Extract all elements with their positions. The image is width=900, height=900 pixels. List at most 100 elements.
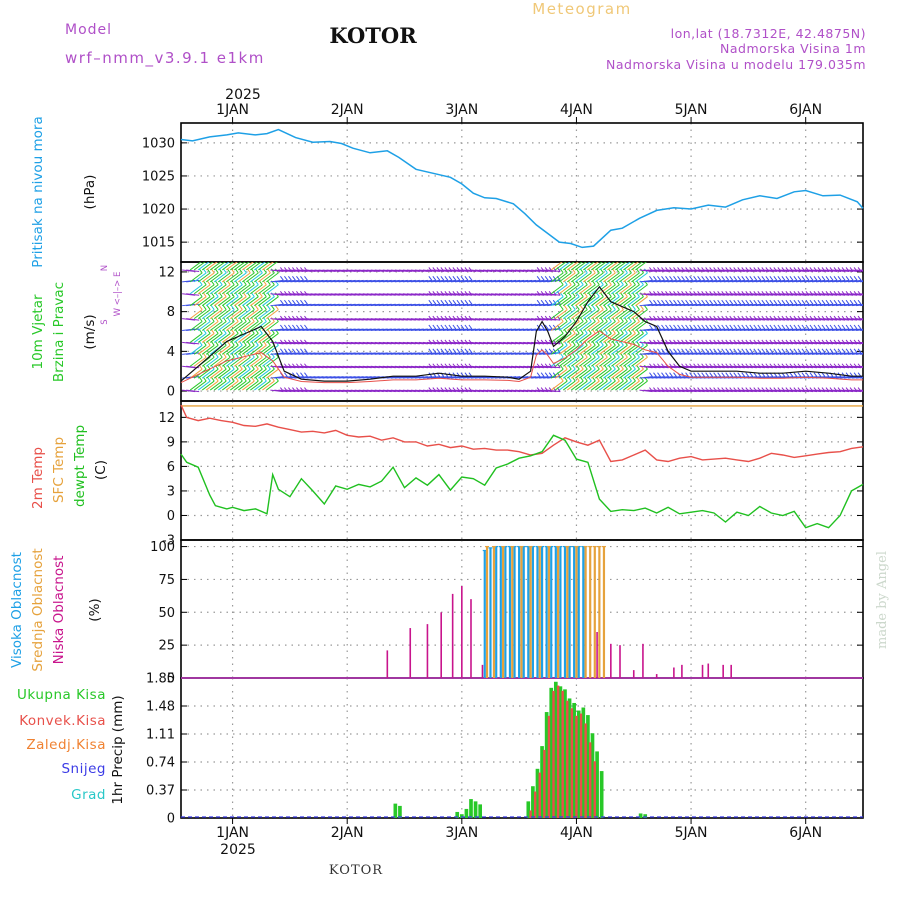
- wind-barb: [217, 262, 230, 271]
- wind-barb: [205, 321, 219, 331]
- wind-barb-flag: [809, 276, 814, 281]
- wind-barb-flag: [713, 324, 718, 330]
- wind-barb-flag: [628, 305, 632, 310]
- wind-barb: [250, 344, 263, 355]
- wind-barb-flag: [584, 257, 587, 261]
- wind-barb-flag: [665, 324, 669, 330]
- wind-barb-flag: [841, 348, 846, 354]
- precip-total-bar: [563, 689, 567, 818]
- wind-barb: [591, 309, 604, 319]
- wind-barb: [246, 368, 259, 379]
- wind-barb-flag: [583, 352, 588, 358]
- wind-barb-flag: [781, 348, 786, 354]
- precip-total-bar: [469, 799, 473, 818]
- wind-barb-flag: [587, 317, 592, 322]
- wind-barb-flag: [624, 317, 628, 322]
- wind-barb-flag: [853, 324, 858, 330]
- wind-ylabel-2: Brzina i Pravac: [51, 282, 67, 382]
- wind-barb-flag: [607, 292, 612, 297]
- wind-barb-flag: [579, 364, 584, 370]
- wind-barb-flag: [266, 292, 271, 297]
- wind-barb-flag: [210, 317, 215, 322]
- y-tick-label: 75: [158, 573, 175, 588]
- precip-ylabel: Ukupna Kisa Konvek.Kisa Zaledj.Kisa Snij…: [17, 687, 126, 805]
- wind-barbs: [182, 257, 863, 393]
- wind-barb-flag: [713, 348, 718, 354]
- wind-barb-flag: [753, 324, 758, 330]
- wind-barb: [570, 333, 584, 343]
- wind-barb-flag: [258, 280, 263, 286]
- wind-barb-flag: [805, 299, 810, 305]
- wind-barb: [189, 344, 203, 355]
- precip-conv-bar: [543, 749, 546, 818]
- wind-barb: [225, 262, 238, 271]
- wind-barb: [254, 296, 267, 307]
- wind-barb: [254, 284, 267, 295]
- wind-barb: [221, 262, 234, 271]
- wind-ylabel-1: 10m Vjetar: [30, 294, 46, 369]
- wind-barb-flag: [837, 324, 842, 330]
- wind-barb: [623, 284, 636, 295]
- x-tick-label-top: 6JAN: [789, 102, 822, 118]
- wind-barb: [615, 344, 628, 355]
- wind-barb: [197, 309, 211, 319]
- wind-barb: [627, 321, 640, 331]
- wind-barb-flag: [262, 305, 267, 310]
- wind-barb-flag: [612, 257, 615, 261]
- wind-barb-flag: [632, 329, 636, 334]
- pressure-line: [180, 128, 864, 249]
- wind-barb: [189, 262, 202, 271]
- wind-barb-flag: [300, 348, 304, 354]
- wind-barb-flag: [270, 292, 275, 297]
- wind-barb: [619, 321, 632, 331]
- wind-barb: [186, 279, 200, 283]
- wind-barb-flag: [206, 292, 211, 297]
- wind-barb: [229, 380, 243, 391]
- wind-barb: [233, 368, 247, 379]
- wind-barb-flag: [632, 364, 636, 370]
- wind-barb-flag: [701, 299, 706, 305]
- wind-barb: [554, 309, 568, 319]
- wind-barb-flag: [677, 348, 681, 354]
- wind-barb-flag: [567, 376, 572, 382]
- wind-barb-flag: [761, 299, 766, 305]
- wind-barb-flag: [741, 372, 746, 377]
- wind-barb-flag: [242, 292, 247, 297]
- wind-barb-flag: [595, 317, 600, 322]
- y-tick-label: 6: [167, 460, 175, 475]
- wind-barb: [258, 356, 271, 367]
- wind-barb-flag: [599, 376, 604, 382]
- wind-barb: [627, 344, 640, 355]
- precip-conv-bar: [552, 690, 555, 818]
- wind-barb: [550, 284, 564, 295]
- wind-barb: [562, 380, 576, 391]
- panel-precip: 0 0.37 0.74 1.11 1.48 1.85: [146, 672, 864, 827]
- wind-barb-flag: [789, 348, 794, 354]
- wind-barb-flag: [242, 268, 247, 274]
- wind-barb-flag: [733, 324, 738, 330]
- wind-barb-flag: [599, 352, 604, 358]
- wind-barb-flag: [636, 364, 640, 370]
- wind-barb-flag: [853, 348, 858, 354]
- wind-barb-flag: [242, 305, 247, 310]
- wind-barb-flag: [284, 299, 288, 305]
- wind-barb: [579, 368, 592, 379]
- wind-barb-flag: [689, 324, 694, 330]
- wind-barb: [562, 309, 576, 319]
- wind-barb: [258, 368, 271, 379]
- wind-barb-flag: [599, 364, 604, 370]
- wind-barb: [262, 296, 275, 307]
- wind-barb-flag: [207, 257, 210, 261]
- wind-barb-flag: [801, 324, 806, 330]
- wind-barb: [550, 368, 564, 379]
- wind-barb: [238, 333, 251, 343]
- wind-barb-flag: [242, 280, 247, 286]
- x-tick-label-bottom: 4JAN: [560, 825, 593, 841]
- wind-barb: [246, 321, 259, 331]
- wind-barb-flag: [448, 299, 453, 305]
- wind-barb: [631, 380, 644, 391]
- wind-barb: [258, 272, 271, 283]
- wind-barb: [229, 272, 243, 283]
- wind-barb-flag: [579, 376, 584, 382]
- wind-barb-flag: [198, 268, 203, 274]
